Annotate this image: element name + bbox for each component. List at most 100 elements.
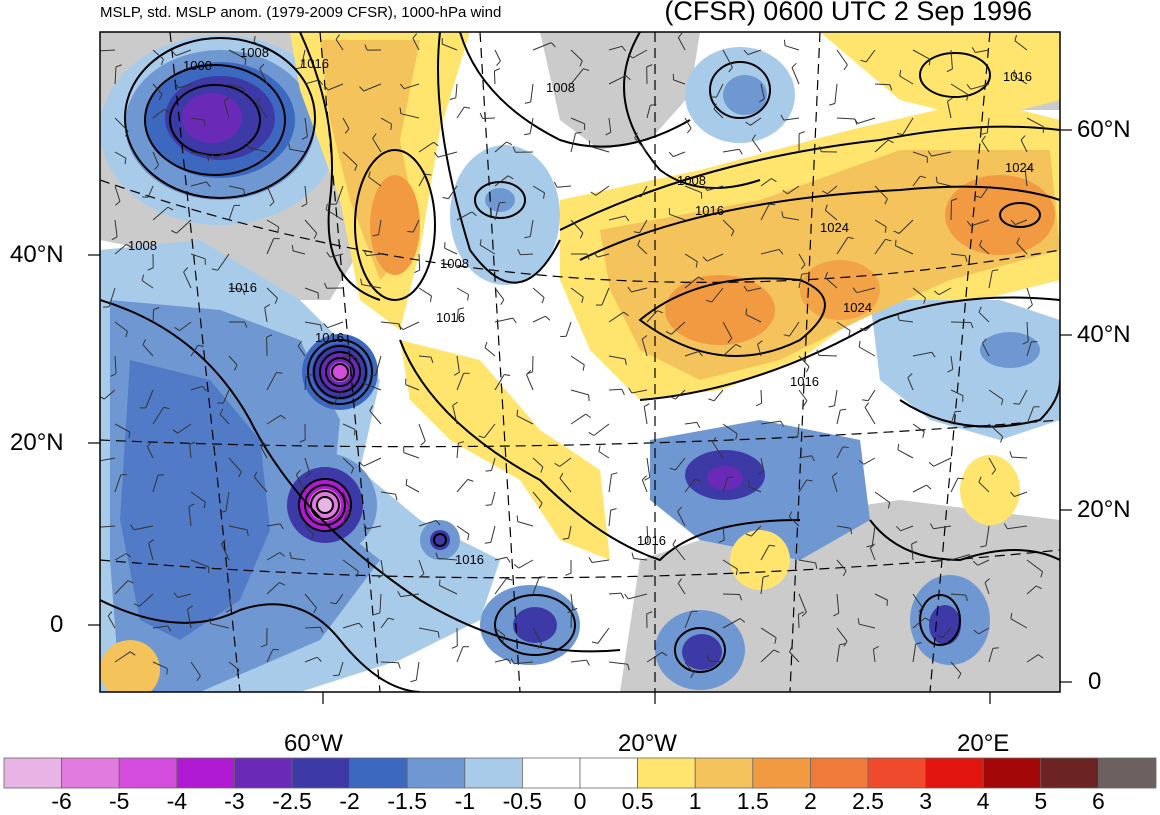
wind-barb [304, 525, 314, 535]
anom-europe-core-2 [800, 260, 880, 320]
wind-barb-feather [167, 625, 172, 632]
wind-barb [253, 476, 268, 493]
wind-barb [259, 68, 268, 85]
wind-barb [187, 608, 192, 629]
wind-barb [444, 247, 458, 255]
colorbar-tick-label: 1 [688, 788, 702, 814]
colorbar-tick-label: -3 [224, 788, 245, 814]
wind-barb-feather [800, 264, 806, 270]
wind-barb-feather [624, 358, 627, 365]
wind-barb-feather [146, 441, 152, 447]
wind-barb [988, 648, 994, 663]
wind-barb-feather [541, 297, 545, 304]
wind-barb [970, 83, 990, 90]
wind-barb [863, 457, 876, 465]
wind-barb [114, 66, 117, 85]
wind-barb [857, 117, 876, 124]
wind-barb [715, 83, 724, 98]
wind-barb [760, 178, 772, 187]
wind-barb-feather [730, 230, 735, 237]
wind-barb-feather [325, 203, 328, 210]
wind-barb-feather [957, 477, 964, 480]
wind-barb [225, 491, 230, 512]
wind-barb [415, 661, 420, 681]
wind-barb [608, 474, 612, 493]
wind-barb-feather [884, 198, 888, 205]
wind-barb [570, 49, 583, 62]
wind-barb [1026, 117, 1045, 128]
wind-barb [836, 525, 851, 529]
wind-barb-feather [414, 269, 420, 274]
wind-barb-feather [197, 344, 204, 347]
wind-barb [597, 627, 610, 644]
isobar-label: 1008 [128, 238, 157, 253]
wind-barb [177, 423, 192, 434]
wind-barb-feather [160, 59, 164, 66]
wind-barb [520, 253, 534, 256]
wind-barb-feather [981, 132, 988, 135]
wind-barb-feather [437, 631, 440, 638]
wind-barb [253, 41, 268, 51]
wind-barb [342, 491, 351, 509]
wind-barb-feather [840, 408, 847, 411]
wind-barb [911, 544, 914, 561]
lat-label-right-60n: 60°N [1077, 116, 1131, 143]
wind-barb-feather [369, 374, 376, 377]
wind-barb-feather [771, 178, 777, 183]
wind-barb-feather [358, 622, 363, 629]
wind-barb [760, 577, 764, 595]
wind-barb-feather [506, 557, 511, 563]
chart-title-left: MSLP, std. MSLP anom. (1979-2009 CFSR), … [100, 4, 502, 21]
wind-barb [418, 253, 421, 271]
wind-barb-feather [499, 201, 506, 204]
wind-barb-feather [170, 230, 177, 234]
wind-barb-feather [839, 643, 846, 646]
wind-barb [190, 491, 206, 503]
wind-barb [760, 457, 765, 472]
wind-barb-feather [873, 645, 879, 650]
wind-barb-feather [818, 146, 822, 152]
wind-barb [557, 185, 572, 188]
wind-barb [684, 351, 699, 357]
wind-barb [329, 253, 344, 258]
wind-barb [836, 559, 847, 572]
wind-barb-feather [400, 83, 405, 90]
wind-barb-feather [798, 611, 805, 615]
wind-barb [1026, 559, 1043, 573]
wind-barb [335, 39, 344, 51]
wind-barb-feather [847, 236, 854, 239]
wind-barb-feather [957, 673, 962, 679]
colorbar-swatch [982, 757, 1042, 789]
wind-barb-feather [280, 414, 286, 420]
wind-barb-feather [358, 461, 364, 467]
wind-barb [798, 355, 810, 367]
wind-barb-feather [452, 401, 458, 406]
wind-barb [898, 219, 914, 234]
wind-barb-feather [244, 321, 248, 328]
wind-barb-feather [973, 629, 979, 635]
wind-barb-feather [815, 562, 818, 569]
wind-barb-feather [975, 195, 982, 198]
wind-barb-feather [745, 308, 747, 315]
wind-barb-feather [189, 441, 196, 446]
wind-barb-feather [471, 211, 477, 217]
wind-barb [633, 558, 648, 561]
wind-barb-feather [484, 341, 488, 348]
wind-barb-feather [319, 626, 324, 633]
wind-barb [532, 42, 552, 51]
wind-barb-feather [221, 539, 226, 545]
wind-barb-feather [828, 405, 835, 408]
wind-barb [491, 491, 496, 505]
wind-barb-feather [425, 173, 432, 176]
wind-barb-feather [211, 268, 218, 271]
wind-barb [190, 661, 201, 677]
wind-barb [179, 321, 192, 331]
wind-barb-feather [274, 297, 278, 304]
wind-barb [178, 83, 192, 89]
wind-barb [601, 287, 610, 306]
wind-barb [361, 284, 382, 289]
wind-barb [418, 423, 426, 442]
wind-barb [1018, 389, 1028, 405]
wind-barb [114, 151, 127, 159]
